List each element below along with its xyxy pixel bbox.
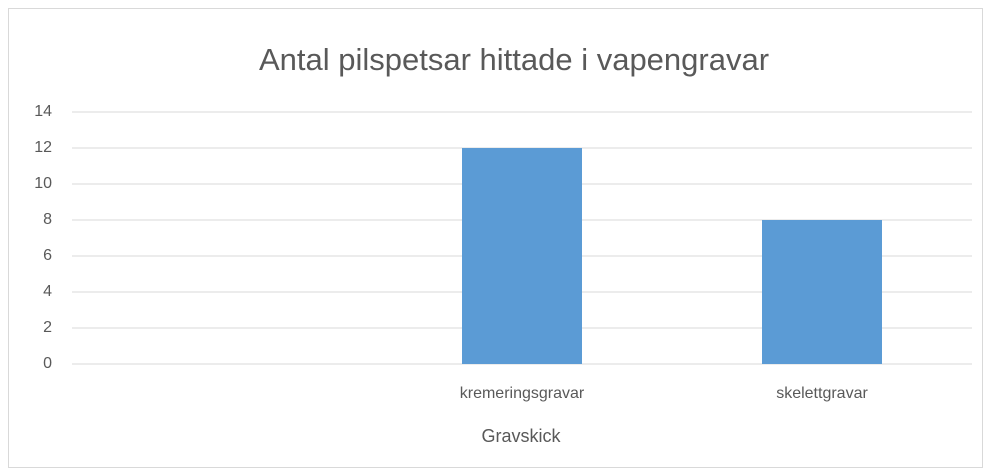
x-tick-label: skelettgravar [776,385,868,402]
y-tick-label: 4 [43,283,52,300]
y-tick-label: 12 [34,139,52,156]
y-tick-label: 10 [34,175,52,192]
x-axis-label: Gravskick [481,426,561,446]
x-tick-label: kremeringsgravar [460,385,585,402]
y-tick-label: 8 [43,211,52,228]
bar [462,148,582,364]
y-tick-label: 6 [43,247,52,264]
y-tick-label: 2 [43,319,52,336]
bar [762,220,882,364]
y-tick-label: 14 [34,103,52,120]
chart-title: Antal pilspetsar hittade i vapengravar [259,42,769,77]
y-tick-label: 0 [43,355,52,372]
